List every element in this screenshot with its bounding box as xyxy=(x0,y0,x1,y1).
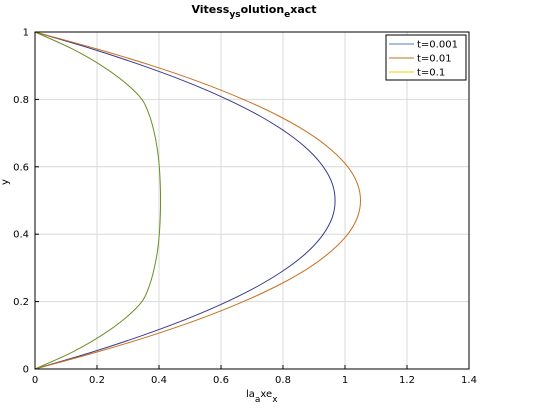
y-tick-label: 1 xyxy=(23,28,29,39)
y-tick-label: 0.4 xyxy=(13,230,29,241)
series-line-2 xyxy=(34,31,362,370)
series-line-1 xyxy=(34,31,336,370)
curves xyxy=(34,31,362,370)
x-tick-label: 0.2 xyxy=(89,375,105,386)
grid xyxy=(35,32,469,369)
xlabel-subscript-2: x xyxy=(272,395,278,405)
x-tick-label: 0.6 xyxy=(213,375,229,386)
y-axis-label: y xyxy=(0,179,11,185)
title-part-3: xact xyxy=(290,3,316,16)
chart-title: Vitessysolutionexact xyxy=(191,3,316,20)
legend-items: t=0.001 t=0.01 t=0.1 xyxy=(389,40,458,79)
title-part-2: olution xyxy=(241,3,285,16)
title-subscript-2: e xyxy=(284,10,290,20)
legend-label-2: t=0.01 xyxy=(417,54,452,65)
y-tick-label: 0.8 xyxy=(13,95,29,106)
x-tick-label: 0 xyxy=(32,375,38,386)
x-axis-label: laaxex xyxy=(246,389,278,405)
xlabel-subscript-1: a xyxy=(255,395,261,405)
x-tick-label: 1.2 xyxy=(399,375,415,386)
y-tick-label: 0.6 xyxy=(13,162,29,173)
y-tick-label: 0.2 xyxy=(13,297,29,308)
x-tick-label: 0.8 xyxy=(275,375,291,386)
legend-label-1: t=0.001 xyxy=(417,40,458,51)
x-tick-label: 1 xyxy=(342,375,348,386)
title-subscript-1: ys xyxy=(229,10,240,20)
xlabel-part-2: xe xyxy=(260,389,272,400)
x-tick-label: 0.4 xyxy=(151,375,167,386)
series-line-3 xyxy=(34,31,162,370)
legend: t=0.001 t=0.01 t=0.1 xyxy=(385,34,467,81)
legend-label-3: t=0.1 xyxy=(417,68,445,79)
title-part-1: Vitess xyxy=(191,3,229,16)
y-tick-label: 0 xyxy=(23,365,29,376)
x-tick-label: 1.4 xyxy=(461,375,477,386)
plot-frame xyxy=(34,31,470,370)
xlabel-part-1: la xyxy=(246,389,255,400)
ticks: 0 0.2 0.4 0.6 0.8 1 1.2 1.4 0 0.2 0.4 0.6 0.8 1 xyxy=(13,28,477,387)
